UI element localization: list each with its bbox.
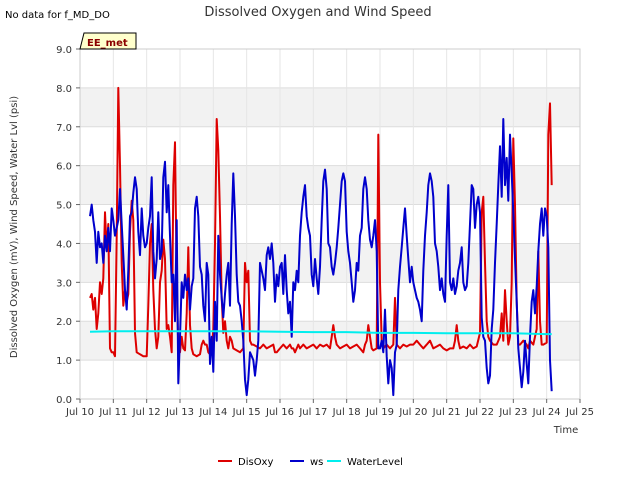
background-band	[80, 204, 580, 244]
y-tick-label: 2.0	[56, 317, 72, 328]
x-tick-label: Jul 20	[398, 407, 427, 418]
legend-label-disoxy: DisOxy	[238, 457, 273, 468]
x-tick-label: Jul 23	[498, 407, 527, 418]
background-band	[80, 87, 580, 127]
background-bands	[80, 49, 580, 399]
y-tick-label: 7.0	[56, 123, 72, 134]
x-tick-label: Jul 10	[65, 407, 94, 418]
y-tick-label: 9.0	[56, 45, 72, 56]
plot-frame	[79, 48, 581, 400]
x-tick-label: Jul 15	[232, 407, 261, 418]
x-tick-label: Jul 24	[532, 407, 561, 418]
y-axis-title: Dissolved Oxygen (mV), Wind Speed, Water…	[9, 96, 20, 358]
series-line-waterlevel	[89, 330, 552, 336]
x-tick-label: Jul 25	[565, 407, 594, 418]
series-line-ws	[89, 118, 553, 397]
x-tick-label: Jul 21	[432, 407, 461, 418]
x-tick-label: Jul 12	[132, 407, 161, 418]
chart-title: Dissolved Oxygen and Wind Speed	[204, 5, 431, 20]
legend-label-waterlevel: WaterLevel	[347, 457, 403, 468]
series-layer	[89, 86, 553, 397]
x-tick-label: Jul 22	[465, 407, 494, 418]
background-band	[80, 360, 580, 399]
no-data-note: No data for f_MD_DO	[5, 10, 110, 21]
ee-met-badge-label: EE_met	[87, 38, 128, 49]
y-tick-label: 3.0	[56, 278, 72, 289]
y-tick-label: 8.0	[56, 84, 72, 95]
y-axis-ticks: 0.0 1.0 2.0 3.0 4.0 5.0 6.0 7.0 8.0 9.0	[56, 45, 80, 406]
x-tick-label: Jul 16	[265, 407, 294, 418]
legend-label-ws: ws	[310, 457, 323, 468]
y-tick-label: 5.0	[56, 201, 72, 212]
y-tick-label: 4.0	[56, 239, 72, 250]
x-tick-label: Jul 11	[98, 407, 127, 418]
legend: DisOxy ws WaterLevel	[218, 457, 403, 468]
x-tick-label: Jul 17	[298, 407, 327, 418]
background-band	[80, 282, 580, 322]
background-band	[80, 321, 580, 361]
x-axis-title: Time	[553, 425, 578, 436]
background-band	[80, 126, 580, 166]
x-axis-ticks: Jul 10 Jul 11 Jul 12 Jul 13 Jul 14 Jul 15 Jul …	[65, 399, 594, 418]
y-tick-label: 6.0	[56, 162, 72, 173]
x-tick-label: Jul 19	[365, 407, 394, 418]
x-tick-label: Jul 18	[332, 407, 361, 418]
y-tick-label: 1.0	[56, 356, 72, 367]
x-tick-label: Jul 13	[165, 407, 194, 418]
ee-met-badge: EE_met	[79, 32, 137, 50]
background-band	[80, 49, 580, 88]
x-tick-label: Jul 14	[198, 407, 227, 418]
y-tick-label: 0.0	[56, 395, 72, 406]
